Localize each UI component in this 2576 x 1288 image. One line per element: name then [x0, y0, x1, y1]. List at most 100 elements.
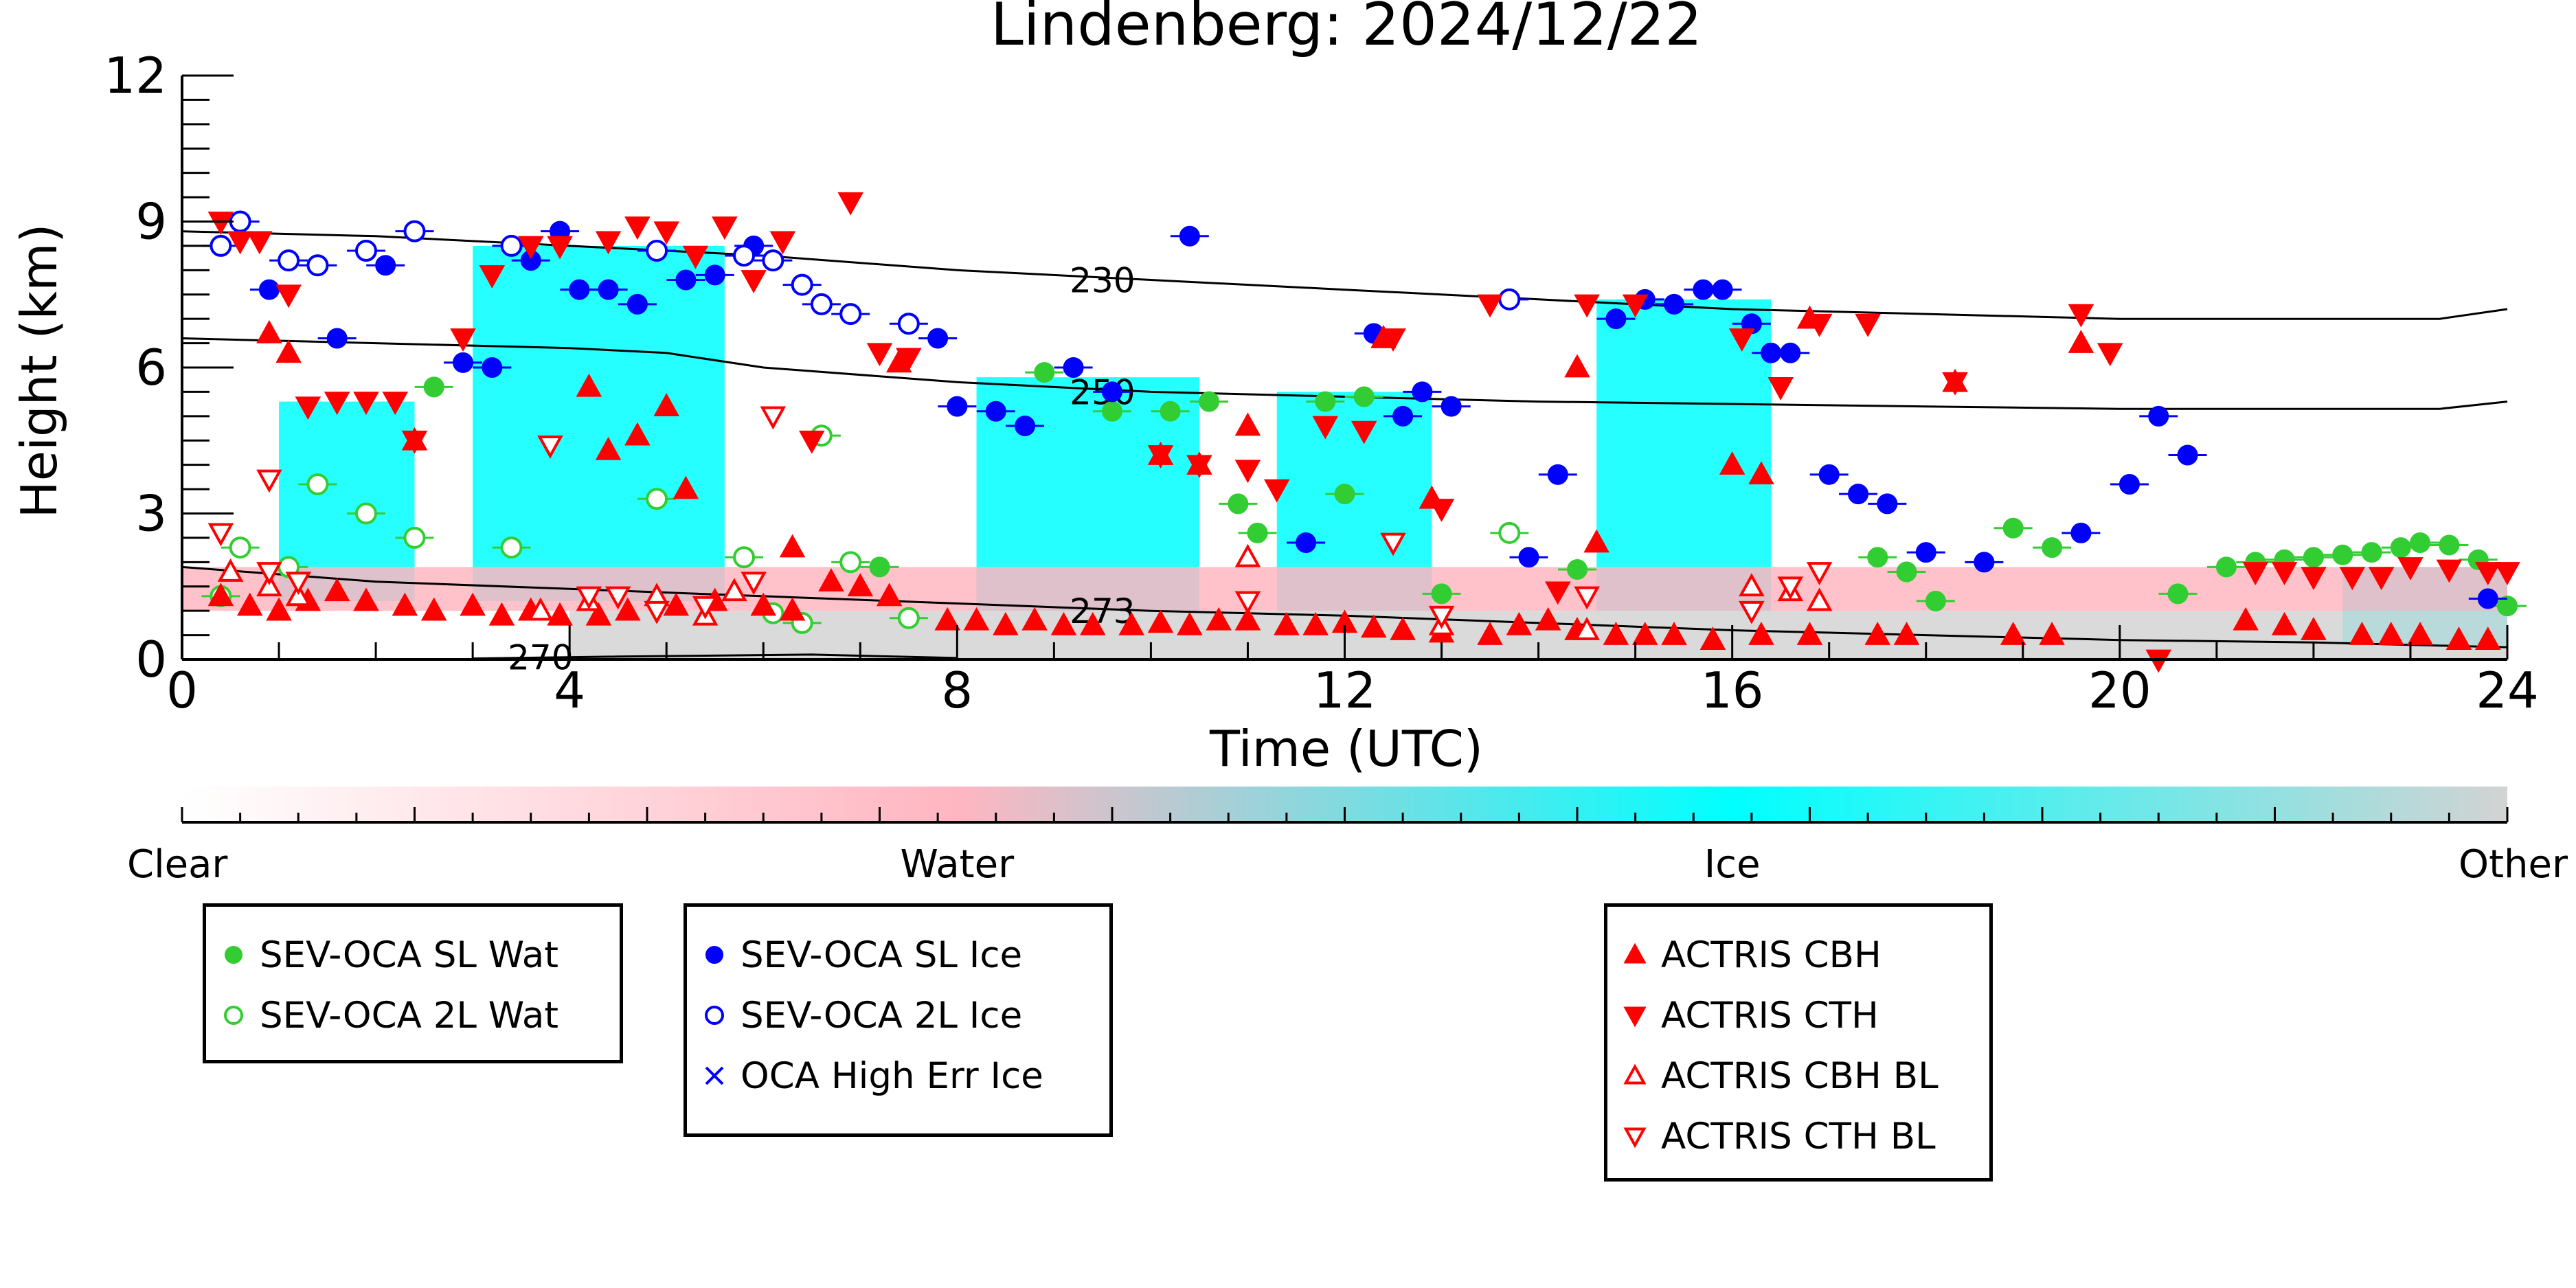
sev-oca-sl-ice-point-22 [1392, 405, 1414, 427]
sev-oca-sl-wat-point-6 [1247, 522, 1268, 543]
legend-item: ACTRIS CTH BL [1607, 1116, 1936, 1157]
actris-cbh-point-27 [1118, 611, 1145, 635]
colorbar: Clear Water Ice Other [127, 787, 2568, 887]
actris-cth-bl-point-3 [537, 436, 563, 459]
actris-cbh-point-45 [1699, 626, 1726, 650]
sev-oca-2l-wat-point-8 [733, 546, 756, 569]
actris-cbh-point-39 [1506, 611, 1533, 635]
x-tick-label: 4 [554, 662, 585, 719]
actris-cth-point-1 [227, 231, 253, 255]
legend-marker-icon [1623, 1063, 1647, 1085]
actris-cth-point-14 [624, 216, 651, 240]
actris-cbh-point-0 [207, 583, 234, 607]
sev-oca-sl-ice-point-41 [2119, 474, 2140, 495]
legend-marker-icon [1623, 942, 1647, 964]
data-markers [201, 192, 2527, 673]
actris-cth-point-0 [207, 212, 234, 236]
sev-oca-sl-wat-point-22 [2303, 547, 2324, 568]
sev-oca-2l-ice-point-9 [762, 249, 784, 272]
actris-cbh-point-31 [1234, 607, 1261, 631]
sev-oca-sl-ice-point-39 [1974, 552, 1995, 573]
actris-cbh-point-60 [256, 319, 282, 343]
actris-cbh-bl-point-8 [1234, 543, 1261, 567]
legend-marker-shape [1623, 1127, 1647, 1149]
actris-cth-point-21 [837, 192, 863, 216]
actris-cth-point-47 [2368, 567, 2395, 591]
actris-cth-bl-point-13 [1739, 600, 1765, 624]
legend-label: ACTRIS CTH BL [1661, 1115, 1936, 1157]
actris-cth-bl-point-2 [285, 572, 312, 596]
legend-item: SEV-OCA 2L Wat [206, 995, 558, 1037]
x-tick-label: 0 [166, 662, 198, 719]
actris-cbh-point-21 [934, 607, 961, 631]
actris-cbh-point-32 [1274, 611, 1300, 635]
sev-oca-2l-wat-point-5 [403, 526, 426, 549]
sev-oca-sl-ice-point-9 [626, 293, 648, 315]
actris-cth-bl-point-10 [1380, 532, 1406, 556]
actris-cth-point-44 [2271, 562, 2298, 586]
actris-cbh-point-52 [2233, 607, 2259, 631]
sev-oca-sl-ice-point-40 [2070, 522, 2092, 543]
actris-cbh-point-23 [993, 611, 1019, 635]
legend-label: ACTRIS CTH [1661, 994, 1879, 1037]
sev-oca-sl-ice-point-16 [1015, 416, 1036, 436]
legend-marker-shape [225, 946, 242, 964]
actris-cth-point-42 [2097, 343, 2123, 367]
actris-cbh-point-44 [1661, 622, 1687, 645]
actris-cbh-point-19 [847, 573, 874, 597]
sev-oca-2l-ice-point-11 [810, 293, 833, 315]
actris-cbh-point-72 [1234, 412, 1261, 436]
sev-oca-sl-wat-point-5 [1228, 493, 1249, 515]
isotherm-250 [181, 337, 2508, 410]
sev-oca-sl-ice-point-36 [1848, 484, 1869, 505]
sev-oca-sl-wat-point-2 [1102, 400, 1122, 422]
sev-oca-sl-wat-point-23 [2332, 544, 2353, 565]
actris-cbh-point-1 [236, 592, 263, 616]
sev-oca-sl-ice-point-29 [1664, 293, 1685, 315]
legend-item: SEV-OCA SL Ice [687, 934, 1022, 976]
actris-cbh-point-35 [1361, 614, 1387, 638]
sev-oca-sl-ice-point-37 [1877, 493, 1898, 515]
actris-cth-bl-point-8 [760, 406, 787, 430]
actris-cbh-point-51 [2039, 622, 2065, 645]
sev-oca-2l-wat-point-7 [646, 488, 668, 510]
sev-oca-sl-wat-point-7 [1315, 391, 1336, 412]
sev-oca-sl-wat-point-3 [1160, 400, 1181, 422]
sev-oca-2l-wat-point-14 [1498, 521, 1521, 544]
sev-oca-2l-ice-point-0 [210, 234, 232, 257]
actris-cbh-point-56 [2377, 622, 2404, 645]
actris-cbh-point-75 [1564, 354, 1590, 378]
actris-cbh-point-26 [1079, 611, 1106, 635]
sev-oca-sl-ice-point-14 [947, 396, 968, 417]
actris-cth-point-50 [2474, 562, 2501, 586]
actris-cbh-point-29 [1177, 611, 1203, 635]
actris-cbh-point-28 [1147, 609, 1174, 633]
sev-oca-2l-ice-point-3 [306, 254, 329, 277]
sev-oca-sl-ice-point-19 [1179, 225, 1200, 247]
actris-cbh-point-5 [353, 587, 379, 611]
sev-oca-sl-wat-point-24 [2361, 542, 2382, 563]
actris-cth-point-26 [1234, 460, 1261, 484]
actris-cbh-point-55 [2349, 622, 2375, 645]
actris-cbh-point-38 [1477, 622, 1503, 645]
actris-cbh-point-36 [1390, 616, 1416, 640]
actris-cth-point-36 [1728, 328, 1755, 352]
actris-cth-point-2 [247, 231, 273, 255]
legend-marker-shape [1623, 1006, 1647, 1028]
actris-cbh-point-58 [2445, 626, 2472, 650]
legend-label: ACTRIS CBH [1661, 934, 1882, 976]
actris-cth-point-34 [1574, 294, 1600, 318]
legend-ice: SEV-OCA SL Ice SEV-OCA 2L Ice OCA High Err… [683, 903, 1113, 1137]
actris-cth-bl-point-17 [605, 586, 631, 610]
actris-cbh-point-30 [1206, 607, 1232, 631]
actris-cth-bl-point-14 [1777, 576, 1804, 600]
x-tick-label: 24 [2476, 662, 2539, 719]
actris-cbh-bl-point-13 [1806, 587, 1833, 611]
actris-cth-point-29 [1351, 420, 1377, 444]
sev-oca-2l-ice-point-2 [278, 249, 300, 272]
actris-cth-point-10 [479, 265, 506, 289]
actris-cbh-point-68 [779, 534, 806, 558]
actris-cbh-point-13 [614, 597, 641, 621]
actris-cth-point-7 [382, 392, 409, 416]
sev-oca-sl-wat-point-18 [2167, 583, 2189, 605]
